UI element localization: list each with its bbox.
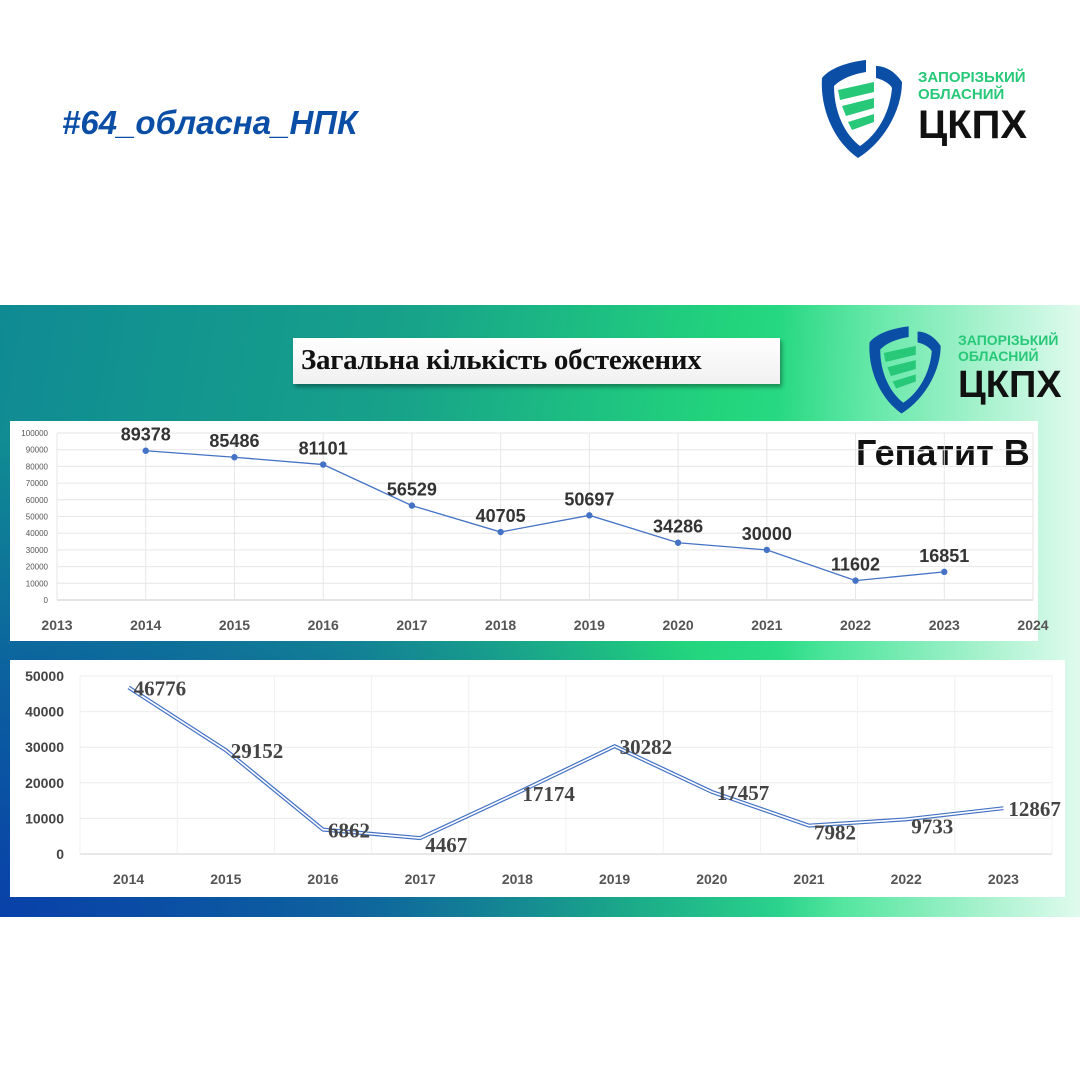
x-tick-label: 2022	[840, 617, 871, 633]
y-tick-label: 40000	[26, 529, 49, 538]
y-tick-label: 20000	[25, 775, 64, 791]
data-point	[142, 447, 149, 454]
data-point	[941, 568, 948, 576]
data-label: 17457	[717, 781, 770, 805]
x-tick-label: 2013	[41, 617, 72, 633]
logo-line1: ЗАПОРІЗЬКИЙ	[918, 69, 1026, 86]
logo: ЗАПОРІЗЬКИЙ ОБЛАСНИЙ ЦКПХ	[818, 56, 1027, 160]
data-label: 46776	[134, 676, 187, 700]
x-tick-label: 2019	[599, 871, 630, 887]
data-point	[674, 539, 682, 546]
data-point	[319, 461, 327, 468]
x-tick-label: 2022	[891, 871, 922, 887]
x-tick-label: 2020	[663, 617, 694, 633]
x-tick-label: 2014	[130, 617, 161, 633]
hashtag: #64_обласна_НПК	[62, 104, 358, 141]
data-label: 29152	[231, 739, 283, 763]
x-tick-label: 2018	[485, 617, 516, 633]
x-tick-label: 2023	[988, 871, 1019, 887]
x-tick-label: 2021	[751, 617, 782, 633]
series-line-inner	[128, 686, 1004, 839]
data-label: 4467	[425, 833, 467, 857]
y-tick-label: 10000	[26, 579, 49, 588]
y-tick-label: 0	[56, 846, 64, 862]
data-label: 30000	[742, 524, 792, 544]
y-tick-label: 100000	[21, 429, 48, 438]
x-tick-label: 2023	[929, 617, 960, 633]
x-tick-label: 2016	[308, 617, 339, 633]
y-tick-label: 30000	[25, 739, 64, 755]
data-point	[763, 546, 771, 554]
data-label: 16851	[919, 546, 969, 566]
data-label: 56529	[387, 480, 437, 500]
y-tick-label: 50000	[25, 668, 64, 684]
data-label: 9733	[911, 814, 953, 838]
x-tick-label: 2018	[502, 871, 533, 887]
data-point	[497, 528, 504, 536]
data-label: 7982	[814, 821, 856, 845]
panel-title: Загальна кількість обстежених	[301, 344, 702, 376]
x-tick-label: 2021	[793, 871, 824, 887]
x-tick-label: 2015	[210, 871, 241, 887]
x-tick-label: 2016	[307, 871, 338, 887]
x-tick-label: 2020	[696, 871, 727, 887]
y-tick-label: 60000	[26, 496, 49, 505]
x-tick-label: 2017	[405, 871, 436, 887]
logo-line2: ОБЛАСНИЙ	[958, 348, 1039, 364]
y-tick-label: 0	[44, 596, 49, 605]
x-tick-label: 2024	[1017, 617, 1048, 633]
data-point	[408, 502, 416, 509]
chart-card-top	[10, 421, 1038, 641]
y-tick-label: 50000	[26, 513, 49, 522]
logo-line2: ОБЛАСНИЙ	[918, 86, 1005, 103]
data-label: 40705	[476, 506, 526, 526]
y-tick-label: 90000	[26, 446, 49, 455]
panel-title-box: Загальна кількість обстежених	[293, 338, 780, 384]
logo-line3: ЦКПХ	[918, 103, 1028, 147]
y-tick-label: 20000	[26, 563, 49, 572]
data-label: 6862	[328, 819, 370, 843]
data-label: 34286	[653, 517, 703, 537]
shield-logo-icon	[869, 326, 941, 414]
chart-card-bottom	[10, 660, 1065, 897]
y-tick-label: 70000	[26, 479, 49, 488]
data-label: 85486	[209, 431, 259, 451]
data-label: 89378	[121, 425, 171, 445]
logo-line3: ЦКПХ	[958, 364, 1062, 406]
data-point	[852, 577, 859, 584]
panel-logo: ЗАПОРІЗЬКИЙ ОБЛАСНИЙ ЦКПХ	[866, 322, 1062, 416]
data-label: 30282	[620, 735, 673, 759]
y-tick-label: 40000	[25, 704, 64, 720]
logo-line1: ЗАПОРІЗЬКИЙ	[958, 332, 1059, 348]
data-point	[231, 454, 238, 461]
x-tick-label: 2019	[574, 617, 605, 633]
y-tick-label: 80000	[26, 462, 49, 471]
x-tick-label: 2014	[113, 871, 144, 887]
shield-logo-icon	[821, 60, 902, 158]
x-tick-label: 2015	[219, 617, 250, 633]
x-tick-label: 2017	[396, 617, 427, 633]
y-tick-label: 10000	[25, 810, 64, 826]
data-point	[586, 512, 593, 519]
series-line	[145, 450, 945, 582]
y-tick-label: 30000	[26, 546, 49, 555]
data-label: 81101	[299, 439, 348, 459]
data-label: 50697	[564, 489, 614, 509]
data-label: 17174	[522, 782, 575, 806]
data-label: 12867	[1008, 797, 1061, 821]
data-label: 11602	[831, 555, 880, 575]
